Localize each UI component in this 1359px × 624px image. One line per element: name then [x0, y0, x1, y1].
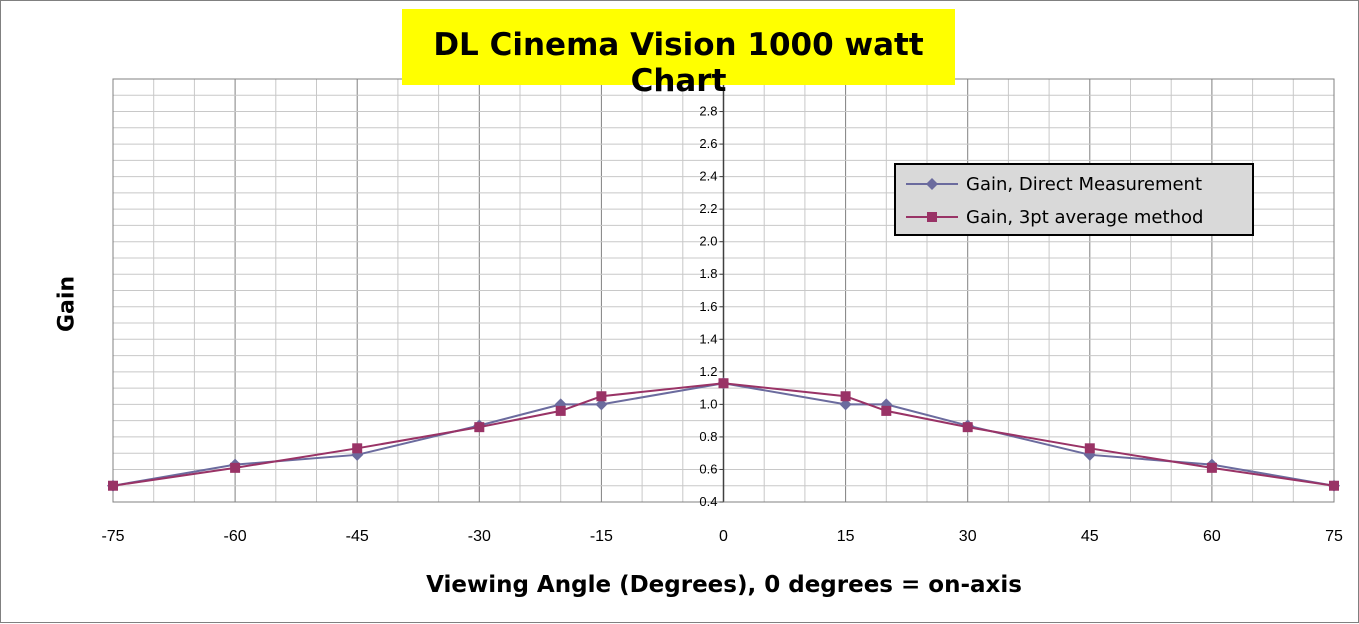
data-point-square	[474, 422, 485, 433]
legend: Gain, Direct Measurement Gain, 3pt avera…	[894, 163, 1254, 236]
y-axis-label: Gain	[54, 275, 80, 333]
y-tick-label: 1.4	[699, 331, 717, 346]
data-point-square	[881, 405, 892, 416]
x-tick-label: -60	[224, 528, 247, 545]
y-tick-label: 2.0	[699, 234, 717, 249]
x-tick-label: -75	[101, 528, 124, 545]
data-point-diamond	[595, 398, 608, 411]
legend-label-average: Gain, 3pt average method	[966, 206, 1204, 228]
y-tick-label: 1.0	[699, 396, 717, 411]
data-point-square	[230, 462, 241, 473]
y-tick-label: 2.6	[699, 136, 717, 151]
y-tick-label: 1.6	[699, 299, 717, 314]
y-tick-label: 2.8	[699, 104, 717, 119]
y-tick-label: 1.2	[699, 364, 717, 379]
series-3pt-average	[108, 378, 1339, 491]
x-axis-label: Viewing Angle (Degrees), 0 degrees = on-…	[426, 572, 1022, 598]
legend-item-direct: Gain, Direct Measurement	[904, 172, 1202, 196]
data-point-square	[596, 391, 607, 402]
chart-title: DL Cinema Vision 1000 watt Chart	[433, 27, 924, 99]
y-tick-label: 2.2	[699, 201, 717, 216]
data-point-square	[555, 405, 566, 416]
y-tick-label: 1.8	[699, 266, 717, 281]
data-point-square	[962, 422, 973, 433]
x-tick-label: -45	[346, 528, 369, 545]
x-tick-label: 60	[1203, 528, 1221, 545]
data-point-square	[1084, 443, 1095, 454]
y-tick-label: 0.6	[699, 461, 717, 476]
tick-labels: 0.4 0.6 0.8 1.0 1.2 1.4 1.6 1.8 2.0 2.2 2.4 2.6 2.8 3…	[101, 71, 1343, 545]
y-tick-label: 0.4	[699, 494, 717, 509]
legend-marker-square	[906, 212, 958, 222]
legend-marker-diamond	[906, 178, 958, 190]
data-point-square	[352, 443, 363, 454]
series-layer	[107, 377, 1340, 492]
data-point-square	[1206, 462, 1217, 473]
chart-title-box: DL Cinema Vision 1000 watt Chart	[402, 9, 955, 99]
y-tick-label: 0.8	[699, 429, 717, 444]
data-point-square	[840, 391, 851, 402]
x-tick-label: 0	[719, 528, 728, 545]
data-point-square	[1329, 480, 1339, 491]
legend-label-direct: Gain, Direct Measurement	[966, 173, 1203, 195]
x-tick-label: 45	[1081, 528, 1099, 545]
y-tick-label: 2.4	[699, 169, 717, 184]
data-point-square	[718, 378, 729, 389]
x-tick-label: 15	[837, 528, 855, 545]
x-tick-label: -30	[468, 528, 491, 545]
data-point-square	[108, 480, 118, 491]
x-tick-label: 30	[959, 528, 977, 545]
x-tick-label: -15	[590, 528, 613, 545]
x-tick-label: 75	[1325, 528, 1343, 545]
data-point-diamond	[839, 398, 852, 411]
legend-item-average: Gain, 3pt average method	[904, 205, 1203, 229]
